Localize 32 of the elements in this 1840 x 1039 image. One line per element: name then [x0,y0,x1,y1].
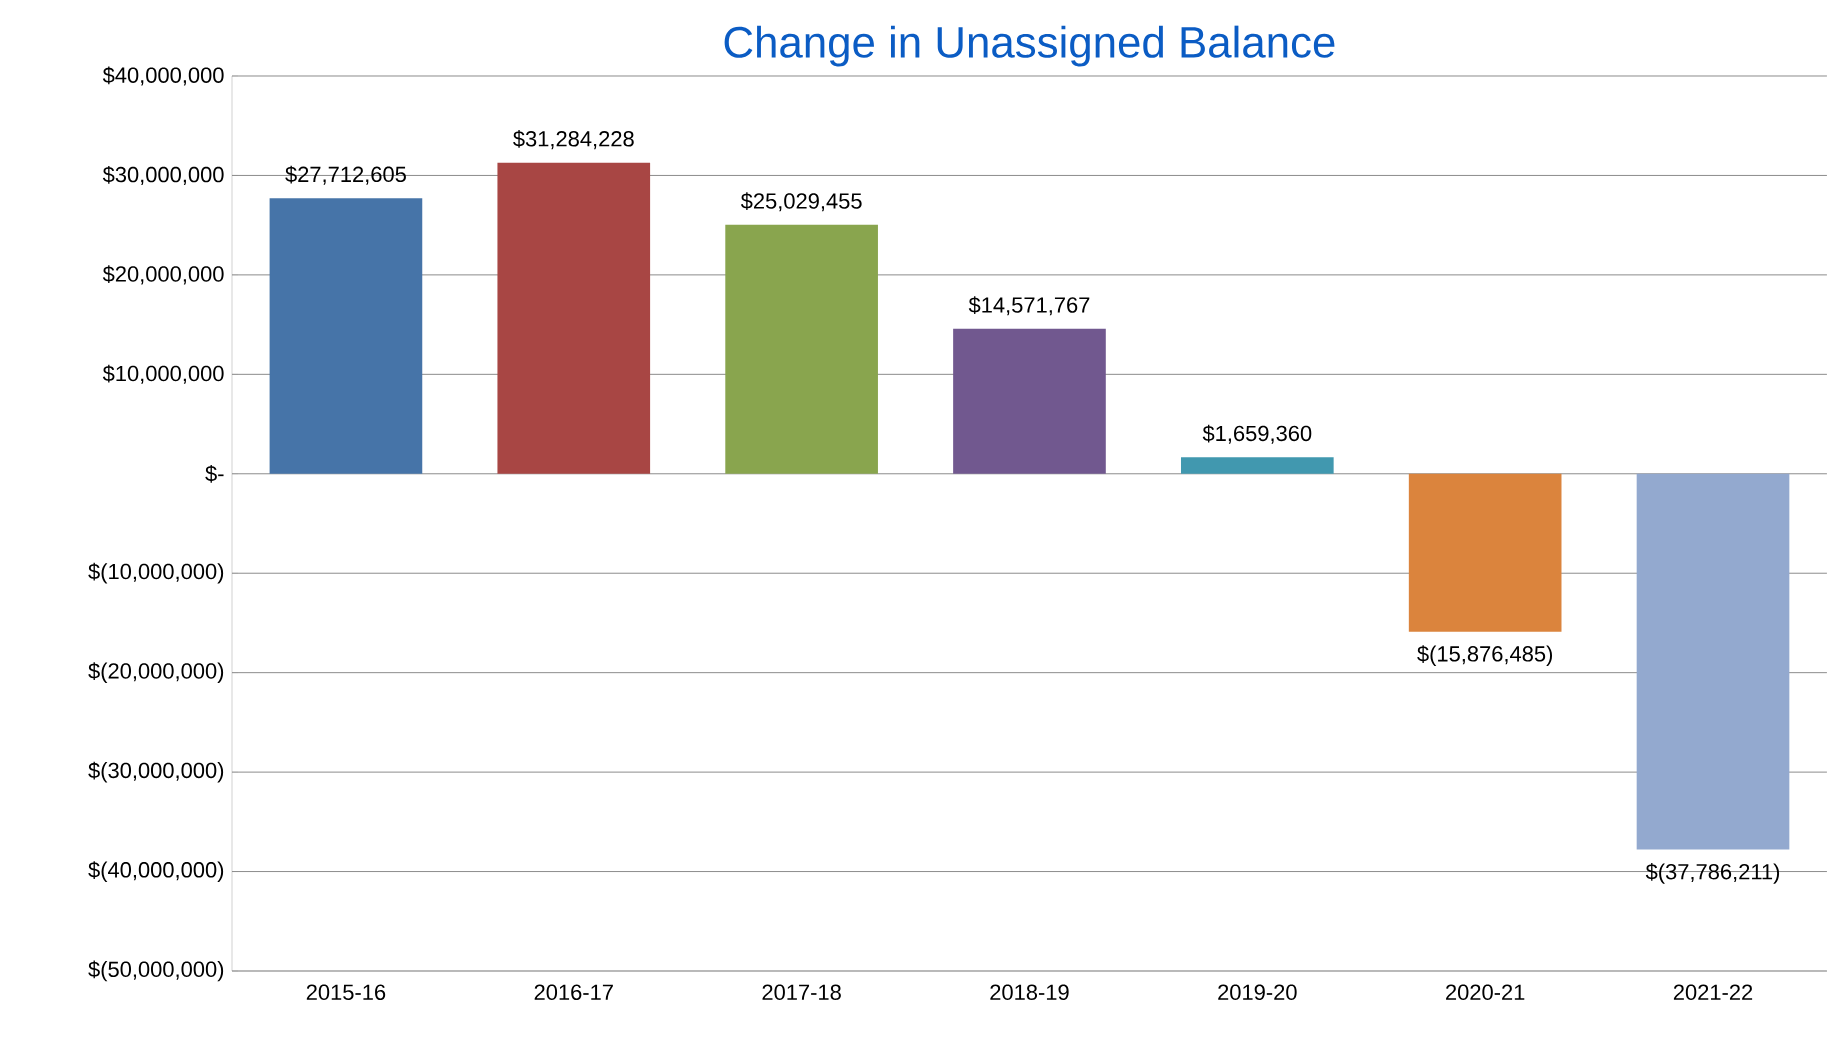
bar [725,224,878,474]
bar [269,198,423,474]
y-tick-label: $30,000,000 [102,165,224,185]
data-label: $27,712,605 [285,165,406,185]
bar [953,328,1106,474]
x-tick-label: 2016-17 [534,984,613,1001]
bar [1636,473,1790,850]
y-tick-label: $(40,000,000) [88,861,224,882]
y-tick-label: $10,000,000 [102,364,224,384]
data-label: $31,284,228 [513,130,634,150]
y-tick-label: $(10,000,000) [88,562,224,584]
y-tick-label: $20,000,000 [102,265,224,285]
data-label: $(15,876,485) [1417,645,1553,666]
y-tick-label: $(50,000,000) [88,960,224,982]
bar [1180,457,1334,474]
chart-title: Change in Unassigned Balance [724,25,1335,67]
y-tick-label: $(30,000,000) [88,761,224,783]
x-tick-label: 2021-22 [1673,984,1753,1001]
x-tick-label: 2018-19 [990,984,1069,1001]
y-tick-label: $40,000,000 [102,66,224,86]
x-tick-label: 2017-18 [762,984,841,1001]
y-tick-label: $- [205,464,224,483]
x-tick-label: 2019-20 [1218,984,1297,1001]
bar [1408,473,1562,632]
data-label: $14,571,767 [968,296,1090,316]
y-tick-label: $(20,000,000) [88,662,224,684]
data-label: $25,029,455 [740,192,862,212]
data-label: $(37,786,211) [1645,863,1780,884]
data-label: $1,659,360 [1202,424,1312,444]
bar [497,162,651,474]
x-tick-label: 2015-16 [306,984,386,1001]
x-tick-label: 2020-21 [1446,984,1525,1001]
